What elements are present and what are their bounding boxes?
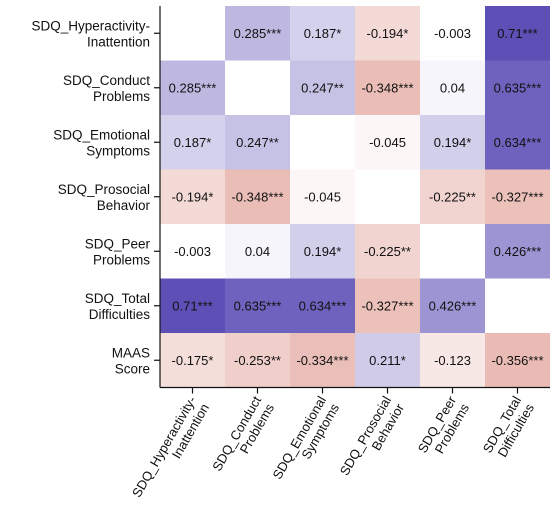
cell-value-label: -0.334*** [296,353,348,368]
row-label: SDQ_Peer Problems [85,236,151,267]
cell-value-label: 0.187* [174,135,212,150]
cell-value-label: -0.253** [234,353,281,368]
cell-value-label: -0.194* [367,26,409,41]
cell-value-label: 0.71*** [497,26,537,41]
heatmap-cell [290,224,355,279]
cell-value-label: -0.045 [304,189,341,204]
cell-value-label: 0.247** [236,135,279,150]
heatmap-cell-labels: 0.285*** 0.187* -0.194* -0.003 0.71*** -0.175… [169,26,544,368]
heatmap-axes [154,6,550,394]
heatmap-cell [225,169,290,224]
heatmap-cell [420,115,485,170]
cell-value-label: -0.123 [434,353,471,368]
cell-value-label: 0.04 [245,244,270,259]
heatmap-cell [355,169,420,224]
heatmap-cell [355,333,420,388]
row-label: SDQ_Conduct Problems [63,73,150,104]
cell-value-label: 0.635*** [494,80,542,95]
heatmap-cell [485,224,550,279]
heatmap-cell [355,6,420,61]
heatmap-cell [225,224,290,279]
column-label: SDQ_Hyperactivity-Inattention [129,394,212,508]
column-label: SDQ_ProsocialBehavior [337,393,408,486]
cell-value-label: 0.247** [301,80,344,95]
cell-value-label: -0.045 [369,135,406,150]
cell-value-label: -0.356*** [491,353,543,368]
cell-value-label: 0.635*** [234,298,282,313]
row-labels: SDQ_Hyperactivity-Inattention SDQ_Conduct… [31,18,150,376]
cell-value-label: -0.003 [174,244,211,259]
cell-value-label: 0.211* [369,353,406,368]
heatmap-cell [420,169,485,224]
column-label: SDQ_EmotionalSymptoms [269,393,342,489]
heatmap-cell [160,333,225,388]
heatmap-cell [225,333,290,388]
column-label: SDQ_ConductProblems [209,393,277,481]
row-label: SDQ_Emotional Symptoms [53,127,150,158]
cell-value-label: 0.285*** [169,80,217,95]
heatmap-cell [290,333,355,388]
heatmap-cell [420,278,485,333]
heatmap-cell [160,169,225,224]
heatmap-cell [225,278,290,333]
heatmap-cell [290,278,355,333]
heatmap-cell [485,169,550,224]
cell-value-label: 0.187* [304,26,342,41]
cell-value-label: -0.175* [172,353,214,368]
cell-value-label: -0.348*** [231,189,283,204]
cell-value-label: 0.634*** [494,135,542,150]
row-label: SDQ_Prosocial Behavior [58,182,151,213]
cell-value-label: 0.194* [304,244,342,259]
heatmap-cell [160,115,225,170]
cell-value-label: -0.003 [434,26,471,41]
heatmap-cell [485,278,550,333]
column-label: SDQ_PeerProblems [415,393,473,463]
heatmap-cell [485,115,550,170]
heatmap-cell [290,169,355,224]
heatmap-cell [355,278,420,333]
heatmap-cell [290,6,355,61]
heatmap-cell [225,60,290,115]
heatmap-cell [355,60,420,115]
heatmap-cell [160,224,225,279]
cell-value-label: -0.225** [429,189,476,204]
heatmap-cell [355,224,420,279]
cell-value-label: -0.327*** [361,298,413,313]
heatmap-cell [485,60,550,115]
cell-value-label: 0.04 [440,80,465,95]
heatmap-cell [290,115,355,170]
cell-value-label: 0.285*** [234,26,282,41]
heatmap-cell [485,333,550,388]
cell-value-label: 0.634*** [299,298,347,313]
heatmap-cell [225,6,290,61]
heatmap-cell [420,333,485,388]
column-labels: SDQ_Hyperactivity-InattentionSDQ_Conduct… [129,393,538,508]
heatmap-cell [420,60,485,115]
cell-value-label: -0.194* [172,189,214,204]
heatmap-cell [355,115,420,170]
heatmap-cell [420,224,485,279]
row-label: MAAS Score [112,345,150,376]
row-label: SDQ_Total Difficulties [85,291,151,322]
cell-value-label: 0.194* [434,135,472,150]
heatmap-cell [485,6,550,61]
row-label: SDQ_Hyperactivity-Inattention [31,18,150,49]
heatmap-cell [160,6,225,61]
heatmap-cell [420,6,485,61]
heatmap-cell [160,278,225,333]
cell-value-label: 0.71*** [172,298,212,313]
column-label: SDQ_TotalDifficulties [480,393,538,463]
cell-value-label: -0.225** [364,244,411,259]
cell-value-label: -0.327*** [491,189,543,204]
cell-value-label: -0.348*** [361,80,413,95]
heatmap-cell [225,115,290,170]
heatmap-cells [160,6,550,388]
heatmap-cell [160,60,225,115]
cell-value-label: 0.426*** [429,298,477,313]
cell-value-label: 0.426*** [494,244,542,259]
heatmap-cell [290,60,355,115]
